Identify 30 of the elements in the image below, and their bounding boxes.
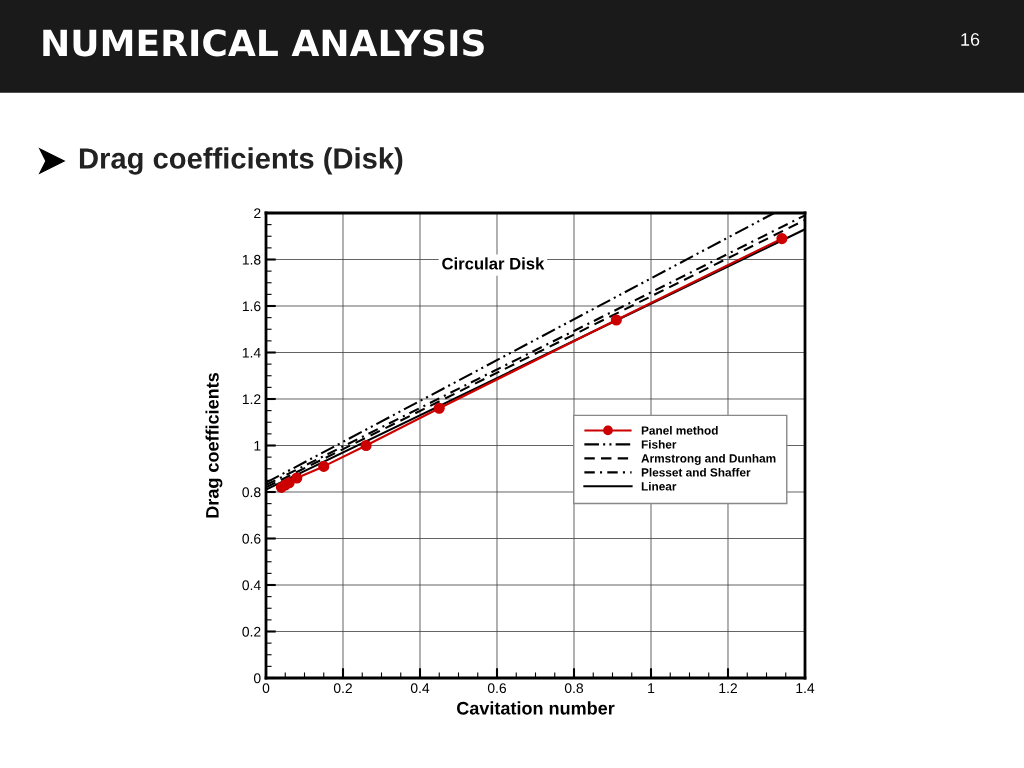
x-tick-label: 0 bbox=[262, 683, 270, 694]
y-tick-label: 0.4 bbox=[242, 580, 261, 591]
legend-label: Fisher bbox=[641, 439, 677, 449]
y-tick-label: 0.8 bbox=[242, 487, 261, 498]
x-tick-label: 1.4 bbox=[796, 683, 815, 693]
legend-label: Panel method bbox=[641, 426, 718, 435]
x-tick-label: 0.2 bbox=[333, 683, 352, 694]
y-tick-label: 1.8 bbox=[242, 254, 261, 265]
y-tick-label: 1.2 bbox=[242, 394, 261, 405]
x-axis-title: Cavitation number bbox=[456, 701, 615, 715]
x-tick-label: 0.8 bbox=[564, 683, 584, 694]
x-tick-label: 0.4 bbox=[410, 683, 430, 694]
y-axis-title: Drag coefficients bbox=[205, 372, 223, 518]
x-tick-label: 0.6 bbox=[487, 683, 507, 694]
legend-label: Linear bbox=[641, 481, 677, 491]
y-tick-label: 0.2 bbox=[242, 626, 261, 637]
legend-label: Plesset and Shaffer bbox=[641, 467, 751, 477]
legend-label: Armstrong and Dunham bbox=[641, 453, 776, 465]
chart-subtitle: Drag coefficients (Disk) bbox=[79, 147, 403, 175]
y-tick-label: 2 bbox=[254, 208, 261, 219]
y-tick-label: 0 bbox=[253, 673, 261, 684]
x-tick-label: 1 bbox=[648, 683, 655, 693]
y-tick-label: 1.4 bbox=[242, 347, 261, 358]
y-tick-label: 1 bbox=[254, 440, 261, 451]
chart-title: NUMERICAL ANALYSIS bbox=[43, 29, 484, 57]
y-tick-label: 1.6 bbox=[242, 301, 261, 312]
x-tick-label: 1.2 bbox=[719, 683, 737, 693]
annotation: Circular Disk bbox=[442, 257, 545, 270]
text: 16 bbox=[961, 33, 980, 46]
y-tick-label: 0.6 bbox=[242, 533, 261, 544]
